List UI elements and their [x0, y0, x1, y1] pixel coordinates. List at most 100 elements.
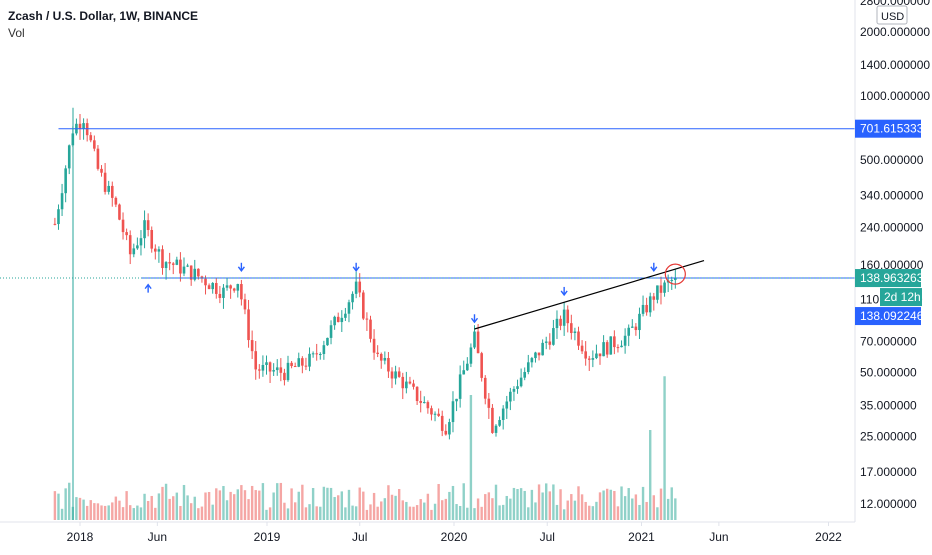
volume-bar [376, 506, 379, 520]
volume-bar [186, 495, 189, 520]
candle-body [207, 285, 211, 290]
candle-body [139, 238, 143, 246]
candle-body [57, 209, 60, 225]
candle-body [630, 326, 634, 328]
candle-body [286, 362, 290, 381]
candle-body [250, 340, 254, 352]
volume-bar [390, 494, 394, 520]
candle-body [301, 358, 304, 366]
volume-bar [527, 507, 530, 520]
volume-bar [129, 505, 132, 520]
volume-bar [308, 504, 311, 520]
candle-body [336, 316, 340, 323]
volume-bar [250, 485, 254, 520]
candle-body [641, 304, 645, 314]
last-price-tag: 138.963263 [860, 271, 924, 285]
volume-bar [419, 499, 422, 520]
last-price-tag-bg [855, 269, 921, 288]
candle-body [544, 341, 548, 343]
volume-bar [340, 491, 343, 520]
volume-label[interactable]: Vol [8, 26, 25, 40]
x-tick-label: 2020 [441, 530, 468, 544]
drawing-lines[interactable] [0, 107, 855, 520]
volume-bar [423, 502, 426, 520]
volume-bar [57, 493, 60, 520]
candle-body [279, 367, 283, 373]
x-tick-label: Jul [540, 530, 555, 544]
volume-bar [523, 490, 526, 520]
volume-bar [372, 492, 376, 520]
candle-body [354, 281, 358, 294]
y-tick-label: 1000.000000 [860, 89, 930, 103]
candle-body [566, 309, 570, 324]
volume-bar [383, 498, 387, 520]
volume-bar [573, 500, 577, 520]
volume-bar [168, 498, 171, 520]
volume-bar [182, 484, 186, 520]
candle-body [455, 398, 458, 402]
volume-bar [516, 489, 519, 520]
candle-body [552, 328, 555, 345]
candle-body [483, 377, 487, 399]
candle-body [318, 354, 322, 356]
candle-body [426, 402, 430, 409]
candle-body [422, 402, 426, 404]
volume-bar [441, 500, 444, 520]
volume-bar [505, 495, 508, 520]
volume-bar [580, 494, 584, 520]
candle-body [93, 140, 96, 149]
candle-body [154, 248, 157, 252]
volume-bar [566, 500, 569, 520]
candle-body [214, 283, 218, 294]
candle-body [222, 287, 225, 298]
candle-body [476, 331, 480, 354]
volume-bar [189, 503, 193, 520]
volume-bar [333, 497, 336, 520]
candle-body [591, 358, 595, 360]
volume-bar [279, 482, 283, 520]
x-tick-label: 2018 [67, 530, 94, 544]
candle-body [580, 345, 584, 352]
volume-bar [276, 483, 279, 520]
candle-body [240, 284, 243, 300]
candle-body [157, 249, 161, 252]
candle-body [559, 318, 562, 326]
candle-body [620, 345, 623, 348]
volume-bar [146, 500, 150, 520]
volume-bar [157, 493, 161, 520]
volume-bar [469, 395, 473, 520]
candle-body [189, 265, 193, 280]
candle-body [412, 383, 415, 387]
volume-bar [595, 501, 598, 520]
volume-bar [268, 507, 272, 520]
volume-bar [365, 509, 369, 520]
volume-bar [297, 491, 300, 520]
volume-bar [627, 488, 630, 520]
volume-bar [555, 504, 559, 520]
candle-body [247, 309, 250, 341]
volume-bar [387, 485, 390, 520]
volume-bar [326, 487, 329, 520]
volume-bar [412, 506, 415, 520]
symbol-title[interactable]: Zcash / U.S. Dollar, 1W, BINANCE [8, 9, 199, 23]
volume-bar [433, 503, 437, 520]
arrow-head [237, 266, 245, 272]
volume-bar [247, 499, 250, 520]
volume-bar [430, 509, 433, 520]
volume-bar [136, 505, 139, 520]
volume-bar [283, 502, 286, 520]
candlesticks [53, 113, 677, 440]
volume-bar [380, 501, 383, 520]
volume-bar [100, 505, 103, 520]
candle-body [261, 364, 265, 371]
volume-bar [645, 501, 648, 520]
volume-bar [670, 487, 673, 520]
volume-bar [351, 505, 354, 520]
volume-bar [512, 487, 516, 520]
volume-bar [60, 508, 64, 520]
candle-body [146, 220, 150, 230]
candle-body [616, 347, 620, 349]
candle-body [254, 351, 258, 370]
